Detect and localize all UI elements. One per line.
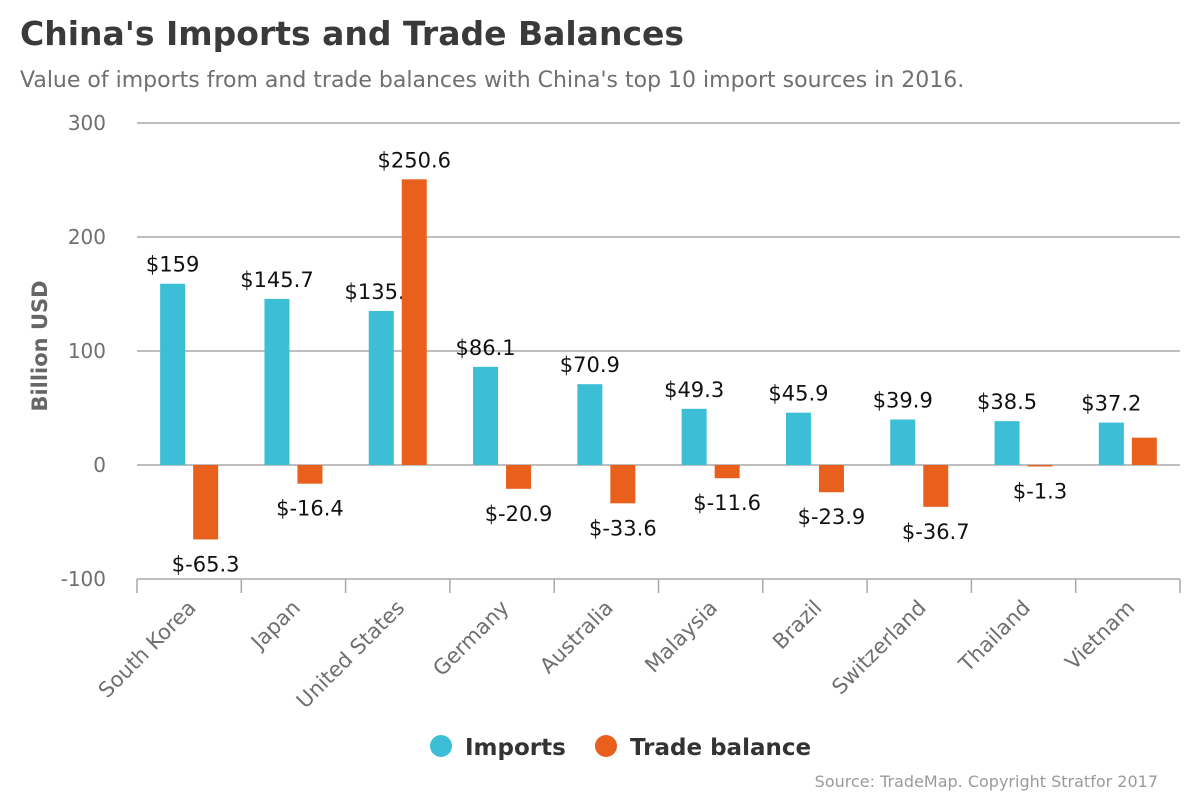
trade-balance-bar	[610, 465, 636, 504]
imports-data-label: $70.9	[560, 353, 620, 377]
y-tick-label: 100	[68, 339, 106, 363]
trade-balance-bar	[297, 465, 323, 484]
x-tick-label: Switzerland	[827, 596, 931, 700]
trade-balance-bar	[923, 465, 949, 507]
x-tick-label: South Korea	[94, 596, 201, 703]
trade-balance-bar	[1027, 465, 1053, 467]
imports-legend-swatch	[430, 735, 452, 757]
y-tick-label: 0	[93, 453, 106, 477]
chart-title: China's Imports and Trade Balances	[20, 14, 685, 53]
imports-legend-label: Imports	[465, 735, 566, 761]
trade-balance-bar	[506, 465, 532, 489]
imports-bar	[264, 298, 290, 465]
imports-data-label: $37.2	[1081, 392, 1141, 416]
trade-balance-bar	[401, 179, 427, 466]
imports-bar	[994, 421, 1020, 465]
x-tick-label: Germany	[428, 596, 513, 681]
imports-bar	[1098, 422, 1124, 465]
x-tick-label: Vietnam	[1061, 596, 1140, 675]
source-note: Source: TradeMap. Copyright Stratfor 201…	[814, 772, 1158, 791]
x-tick-label: Australia	[535, 596, 618, 679]
trade-balance-bar	[1131, 437, 1157, 465]
imports-data-label: $159	[146, 253, 199, 277]
x-tick-label: United States	[292, 596, 410, 714]
trade-balance-bar	[818, 465, 844, 493]
imports-data-label: $49.3	[664, 378, 724, 402]
trade-balance-data-label: $250.6	[378, 148, 451, 172]
trade-balance-data-label: $-36.7	[902, 520, 970, 544]
imports-data-label: $39.9	[873, 389, 933, 413]
x-tick-label: Brazil	[768, 596, 826, 654]
x-tick-label: Malaysia	[640, 596, 722, 678]
x-tick-label: Thailand	[954, 596, 1035, 677]
trade-balance-data-label: $-16.4	[276, 497, 344, 521]
imports-bar	[785, 412, 811, 465]
chart-subtitle: Value of imports from and trade balances…	[20, 68, 965, 93]
y-tick-label: 300	[68, 111, 106, 135]
imports-data-label: $38.5	[977, 390, 1037, 414]
trade-balance-legend-label: Trade balance	[630, 735, 811, 761]
x-tick-label: Japan	[245, 596, 305, 656]
trade-balance-bar	[193, 465, 219, 540]
imports-bar	[473, 366, 499, 465]
trade-balance-data-label: $-23.9	[798, 505, 866, 529]
imports-bar	[890, 419, 916, 465]
trade-balance-data-label: $-1.3	[1013, 479, 1067, 503]
trade-balance-data-label: $-20.9	[485, 502, 553, 526]
trade-balance-data-label: $-65.3	[172, 552, 240, 576]
imports-data-label: $45.9	[768, 382, 828, 406]
y-tick-label: -100	[61, 567, 106, 591]
imports-bar	[368, 310, 394, 465]
imports-bar	[577, 384, 603, 465]
imports-data-label: $145.7	[240, 268, 313, 292]
trade-balance-data-label: $-33.6	[589, 516, 657, 540]
trade-balance-data-label: $-11.6	[693, 491, 761, 515]
imports-data-label: $86.1	[455, 336, 515, 360]
imports-bar	[160, 283, 186, 465]
trade-balance-legend-swatch	[595, 735, 617, 757]
y-tick-label: 200	[68, 225, 106, 249]
trade-balance-bar	[714, 465, 740, 479]
imports-bar	[681, 408, 707, 465]
y-axis-label: Billion USD	[28, 280, 52, 411]
